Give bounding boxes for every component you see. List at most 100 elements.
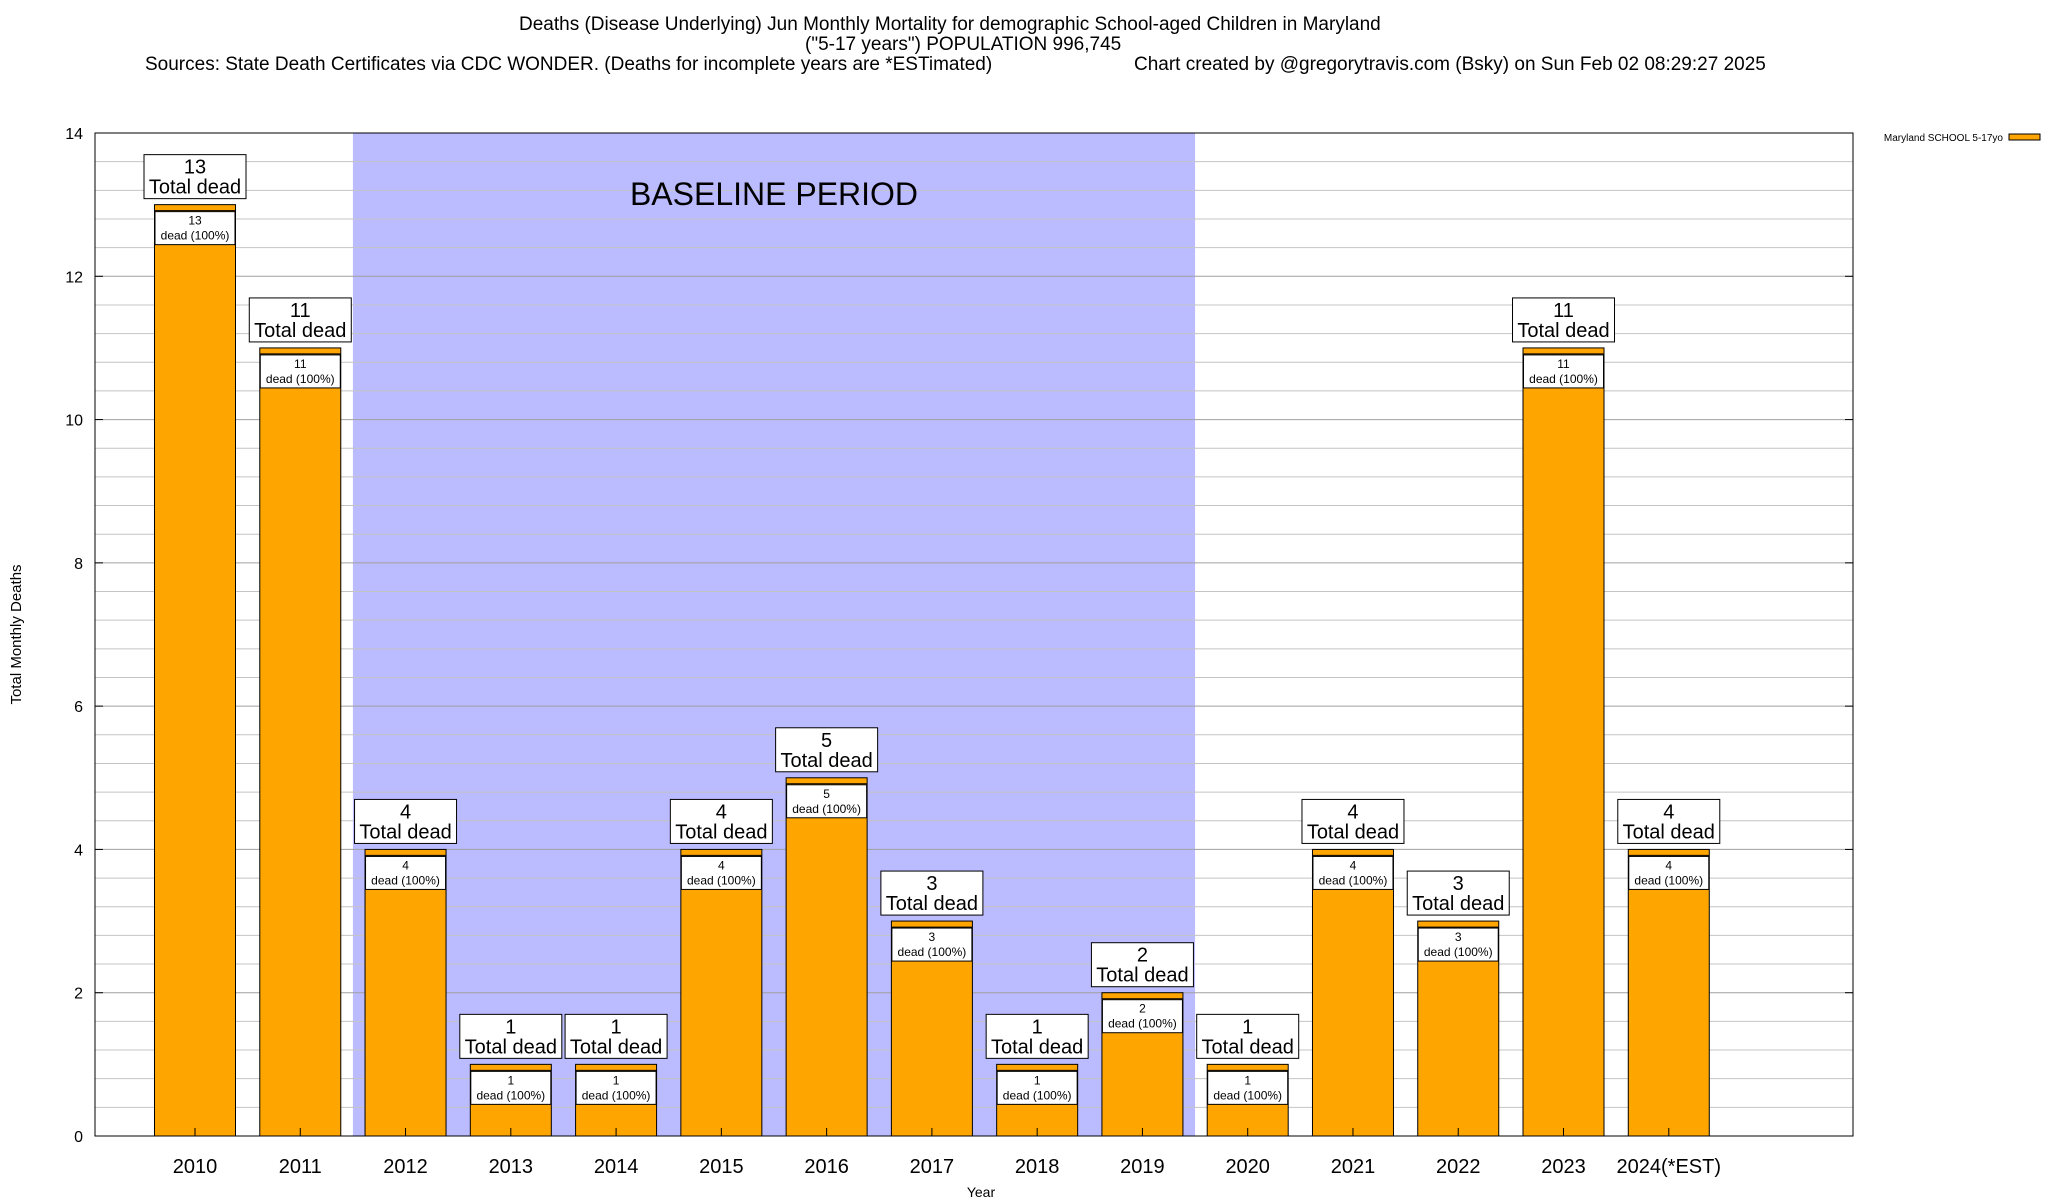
total-count-label: 5: [821, 730, 832, 752]
inner-count-label: 1: [507, 1073, 514, 1087]
total-count-label: 3: [1453, 873, 1464, 895]
y-tick-label: 0: [74, 1129, 83, 1146]
inner-count-label: 2: [1139, 1002, 1146, 1016]
total-label-box: [1196, 1013, 1300, 1059]
chart-sources: Sources: State Death Certificates via CD…: [145, 54, 993, 75]
inner-percent-label: dead (100%): [1213, 1088, 1282, 1102]
y-axis-label: Total Monthly Deaths: [8, 564, 25, 704]
total-count-label: 1: [611, 1016, 622, 1038]
x-axis-label: Year: [967, 1184, 996, 1200]
total-count-label: 4: [1663, 801, 1674, 823]
x-tick-label: 2018: [1015, 1156, 1060, 1178]
inner-percent-label: dead (100%): [792, 802, 861, 816]
total-dead-label: Total dead: [1096, 965, 1188, 987]
inner-count-label: 11: [294, 357, 307, 371]
total-dead-label: Total dead: [570, 1036, 662, 1058]
total-count-label: 4: [400, 801, 411, 823]
bar: [259, 347, 342, 1137]
total-count-label: 4: [1347, 801, 1358, 823]
chart-title: Deaths (Disease Underlying) Jun Monthly …: [519, 14, 1381, 35]
inner-percent-label: dead (100%): [1003, 1088, 1072, 1102]
inner-label-box: [575, 1070, 657, 1105]
x-tick-label: 2024(*EST): [1617, 1156, 1722, 1178]
inner-count-label: 3: [1455, 930, 1462, 944]
total-count-label: 1: [505, 1016, 516, 1038]
x-tick-label: 2017: [910, 1156, 955, 1178]
total-count-label: 2: [1137, 945, 1148, 967]
total-label-box: [459, 1013, 563, 1059]
inner-count-label: 4: [402, 858, 409, 872]
y-tick-label: 10: [65, 413, 83, 430]
inner-count-label: 5: [823, 787, 830, 801]
inner-percent-label: dead (100%): [1634, 873, 1703, 887]
total-count-label: 1: [1032, 1016, 1043, 1038]
inner-percent-label: dead (100%): [1424, 945, 1493, 959]
inner-label-box: [1101, 999, 1183, 1034]
inner-count-label: 4: [1665, 858, 1672, 872]
total-label-box: [880, 870, 984, 916]
bar: [1627, 848, 1710, 1137]
inner-label-box: [154, 211, 236, 246]
total-label-box: [1090, 942, 1194, 988]
total-dead-label: Total dead: [149, 177, 241, 199]
inner-percent-label: dead (100%): [161, 229, 230, 243]
total-dead-label: Total dead: [675, 821, 767, 843]
inner-percent-label: dead (100%): [371, 873, 440, 887]
x-tick-label: 2011: [279, 1156, 322, 1178]
total-dead-label: Total dead: [1202, 1036, 1294, 1058]
x-tick-label: 2010: [173, 1156, 218, 1178]
inner-count-label: 1: [1244, 1073, 1251, 1087]
total-label-box: [143, 154, 247, 200]
total-label-box: [354, 798, 458, 844]
legend-swatch: [2008, 133, 2041, 141]
total-label-box: [1512, 297, 1616, 343]
bar: [1311, 848, 1394, 1137]
inner-count-label: 1: [1034, 1073, 1041, 1087]
total-dead-label: Total dead: [991, 1036, 1083, 1058]
y-tick-label: 4: [74, 842, 83, 859]
inner-count-label: 13: [188, 214, 202, 228]
total-count-label: 11: [1553, 300, 1574, 322]
bar: [364, 848, 447, 1137]
inner-label-box: [259, 354, 341, 389]
y-tick-label: 2: [74, 986, 83, 1003]
total-label-box: [1301, 798, 1405, 844]
total-label-box: [1617, 798, 1721, 844]
inner-label-box: [996, 1070, 1078, 1105]
inner-label-box: [1417, 927, 1499, 962]
x-tick-label: 2015: [699, 1156, 744, 1178]
bar: [785, 777, 868, 1137]
total-dead-label: Total dead: [254, 320, 346, 342]
total-label-box: [564, 1013, 668, 1059]
total-label-box: [248, 297, 352, 343]
inner-percent-label: dead (100%): [687, 873, 756, 887]
inner-count-label: 3: [929, 930, 936, 944]
total-count-label: 4: [716, 801, 727, 823]
x-tick-label: 2014: [594, 1156, 639, 1178]
total-dead-label: Total dead: [1307, 821, 1399, 843]
total-count-label: 11: [290, 300, 311, 322]
x-tick-label: 2023: [1541, 1156, 1586, 1178]
total-count-label: 1: [1242, 1016, 1253, 1038]
y-tick-label: 6: [74, 699, 83, 716]
y-tick-label: 12: [65, 269, 83, 286]
inner-label-box: [1207, 1070, 1289, 1105]
inner-label-box: [1312, 855, 1394, 890]
legend-label: Maryland SCHOOL 5-17yo: [1884, 133, 2004, 144]
x-tick-label: 2020: [1225, 1156, 1270, 1178]
total-label-box: [1406, 870, 1510, 916]
total-dead-label: Total dead: [359, 821, 451, 843]
inner-label-box: [470, 1070, 552, 1105]
inner-label-box: [1523, 354, 1605, 389]
x-tick-label: 2022: [1436, 1156, 1481, 1178]
bar: [154, 204, 237, 1137]
baseline-period-label: BASELINE PERIOD: [630, 176, 918, 212]
inner-percent-label: dead (100%): [1319, 873, 1388, 887]
inner-count-label: 4: [1350, 858, 1357, 872]
total-label-box: [775, 727, 879, 773]
inner-label-box: [1628, 855, 1710, 890]
x-tick-label: 2021: [1331, 1156, 1376, 1178]
total-count-label: 13: [184, 157, 206, 179]
inner-percent-label: dead (100%): [1108, 1017, 1177, 1031]
